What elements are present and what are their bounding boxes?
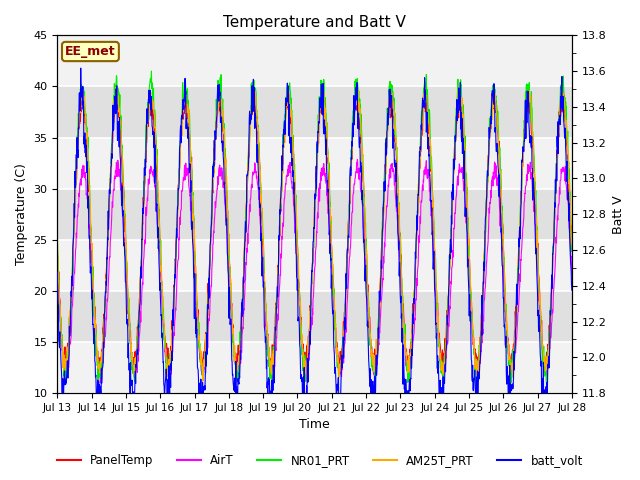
Bar (58, 86, 572, 138)
Bar (58, 189, 572, 240)
Title: Temperature and Batt V: Temperature and Batt V (223, 15, 406, 30)
Bar (58, 291, 572, 342)
X-axis label: Time: Time (300, 419, 330, 432)
Text: EE_met: EE_met (65, 45, 116, 58)
Bar (58, 342, 572, 393)
Bar (58, 36, 572, 86)
Y-axis label: Temperature (C): Temperature (C) (15, 163, 28, 265)
Y-axis label: Batt V: Batt V (612, 195, 625, 234)
Legend: PanelTemp, AirT, NR01_PRT, AM25T_PRT, batt_volt: PanelTemp, AirT, NR01_PRT, AM25T_PRT, ba… (52, 449, 588, 472)
Bar (58, 240, 572, 291)
Bar (58, 138, 572, 189)
